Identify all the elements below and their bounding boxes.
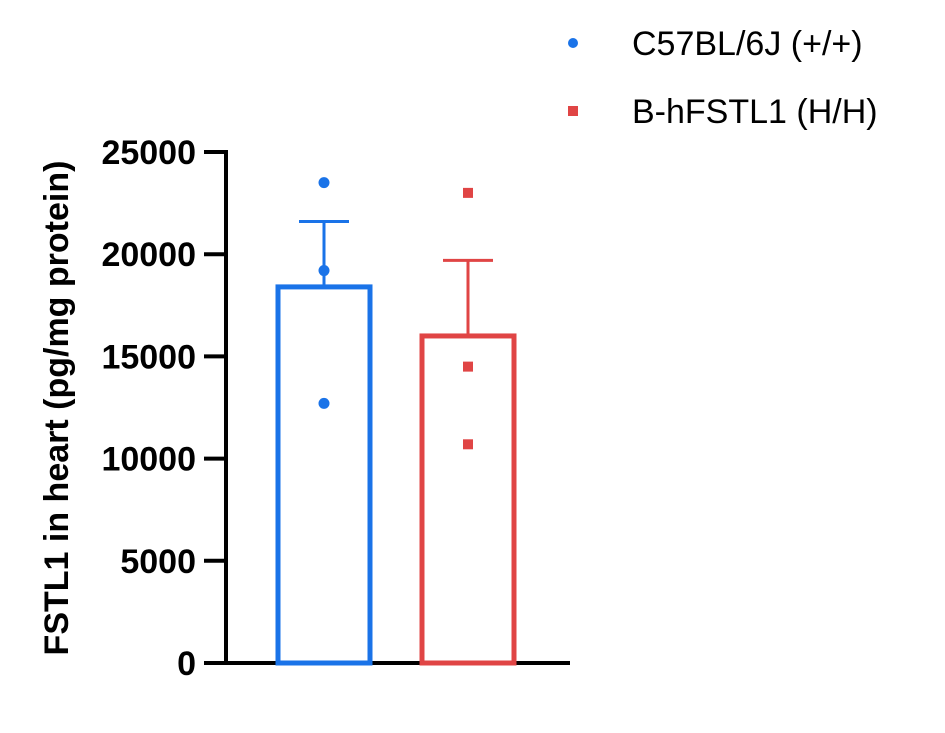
y-tick-label: 15000 xyxy=(101,338,196,376)
data-point xyxy=(318,265,330,277)
bars xyxy=(275,219,517,666)
data-point xyxy=(463,187,473,198)
axes: 0 5000 10000 15000 20000 25000 xyxy=(101,134,570,683)
y-tick-label: 25000 xyxy=(101,134,196,172)
legend-label: C57BL/6J (+/+) xyxy=(632,25,863,63)
legend: C57BL/6J (+/+) B-hFSTL1 (H/H) xyxy=(568,25,878,131)
legend-label: B-hFSTL1 (H/H) xyxy=(632,93,878,131)
y-axis-label: FSTL1 in heart (pg/mg protein) xyxy=(38,161,76,656)
data-point xyxy=(318,397,330,409)
data-points xyxy=(318,177,473,450)
y-tick-label: 20000 xyxy=(101,236,196,274)
y-tick-label: 0 xyxy=(177,645,196,683)
legend-marker-circle-icon xyxy=(568,38,578,48)
legend-marker-square-icon xyxy=(568,106,578,116)
bar-1 xyxy=(275,284,373,666)
data-point xyxy=(463,439,473,450)
data-point xyxy=(463,361,473,372)
data-point xyxy=(318,177,330,189)
y-tick-label: 5000 xyxy=(120,543,196,581)
bar-2 xyxy=(419,333,517,666)
y-tick-label: 10000 xyxy=(101,441,196,479)
